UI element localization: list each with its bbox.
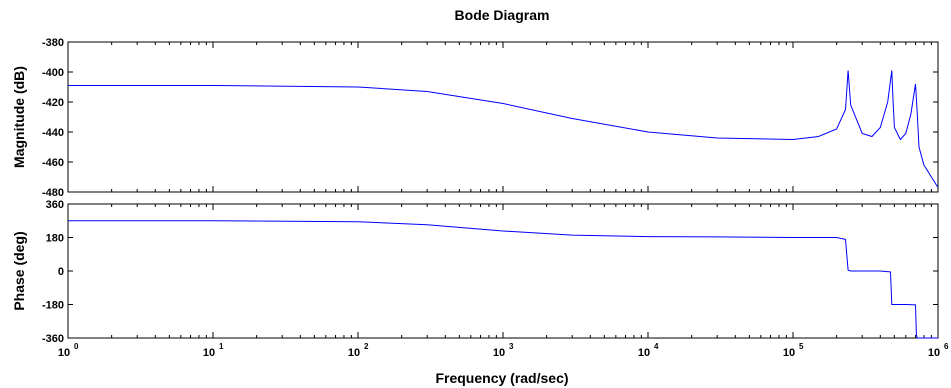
x-tick-label: 10 [783,347,795,359]
x-tick-label: 10 [928,347,940,359]
x-tick-label-exponent: 2 [364,342,369,351]
x-tick-label-exponent: 1 [219,342,224,351]
phase-y-tick-label: -360 [42,333,64,345]
magnitude-y-tick-label: -440 [42,127,64,139]
magnitude-y-ticks: -380 -400 -420 -440 -460 -480 [42,37,938,199]
magnitude-y-tick-label: -380 [42,37,64,49]
x-tick-label: 10 [58,347,70,359]
x-tick-label: 10 [638,347,650,359]
phase-y-tick-label: 0 [58,266,64,278]
magnitude-x-tick-marks [67,42,932,192]
x-tick-labels: 10 0 10 1 10 2 10 3 10 4 10 5 10 6 [58,342,949,359]
magnitude-y-tick-label: -460 [42,157,64,169]
magnitude-y-tick-label: -420 [42,97,64,109]
phase-plot-frame [67,203,939,339]
x-tick-label-exponent: 0 [74,342,79,351]
x-tick-label: 10 [348,347,360,359]
magnitude-plot-frame [67,41,939,193]
x-tick-label: 10 [203,347,215,359]
x-tick-label: 10 [493,347,505,359]
phase-panel: 360 180 0 -180 -360 Phase (deg) [11,199,939,345]
x-tick-label-exponent: 5 [799,342,804,351]
phase-y-tick-label: 180 [46,233,64,245]
chart-title: Bode Diagram [455,7,550,23]
magnitude-y-axis-label: Magnitude (dB) [11,66,27,168]
phase-y-tick-label: 360 [46,199,64,211]
magnitude-y-tick-label: -480 [42,187,64,199]
magnitude-series-line [68,70,939,188]
magnitude-y-tick-label: -400 [42,67,64,79]
x-tick-label-exponent: 4 [654,342,659,351]
phase-y-ticks: 360 180 0 -180 -360 [42,199,938,345]
phase-y-tick-label: -180 [42,300,64,312]
phase-y-axis-label: Phase (deg) [11,231,27,310]
magnitude-panel: -380 -400 -420 -440 -460 -480 Magnitude (dB) [11,37,939,199]
x-tick-label-exponent: 3 [509,342,514,351]
phase-x-tick-marks [67,204,932,338]
x-axis-label: Frequency (rad/sec) [435,370,568,386]
x-tick-label-exponent: 6 [944,342,949,351]
phase-series-line [68,220,938,339]
